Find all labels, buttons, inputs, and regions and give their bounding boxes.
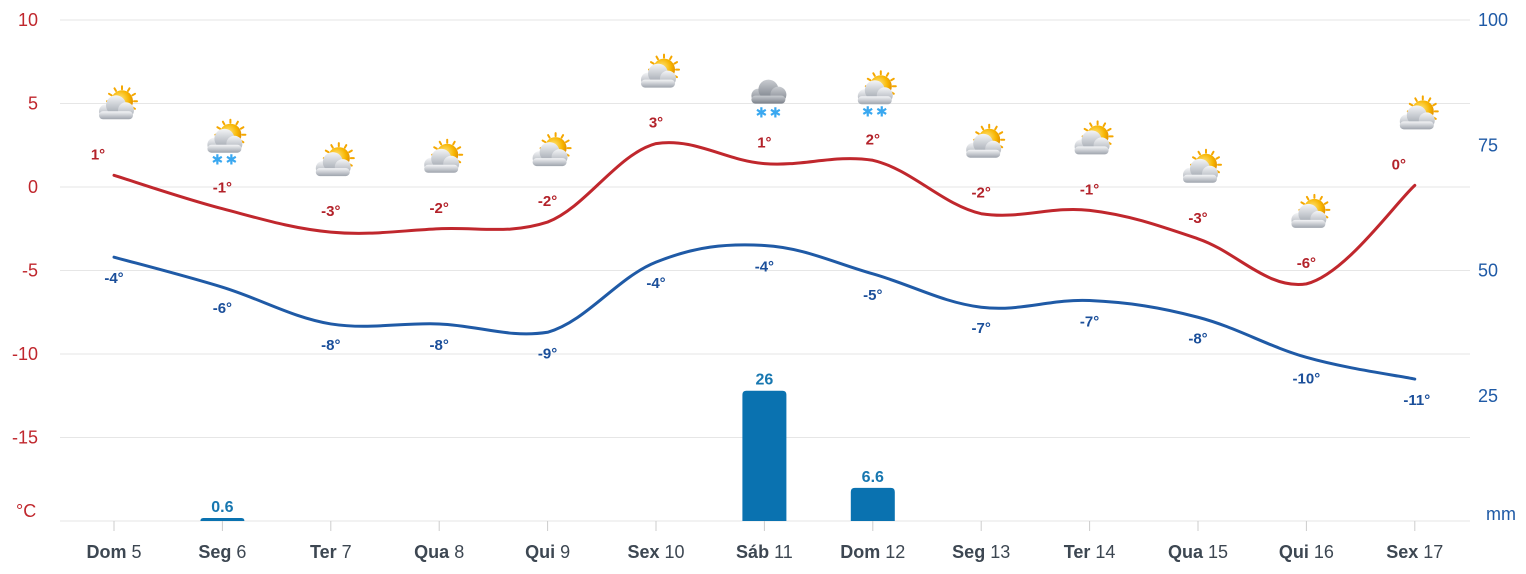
min-temperature-label: -4° xyxy=(755,258,774,275)
precipitation-bars: 0.6 26 6.6 xyxy=(200,372,895,521)
min-temperature-label: -9° xyxy=(538,345,557,362)
min-temperature-line xyxy=(112,243,1417,381)
sun-cloud-icon xyxy=(966,123,1006,158)
sun-cloud-icon xyxy=(99,85,138,120)
max-temperature-label: 2° xyxy=(866,131,880,148)
precipitation-bar xyxy=(850,487,895,521)
svg-text:✱: ✱ xyxy=(756,106,768,122)
max-temperature-label: 3° xyxy=(649,115,663,132)
max-temperature-label: -2° xyxy=(430,200,449,217)
x-axis-tick-label: Dom 12 xyxy=(840,542,905,562)
sun-cloud-icon xyxy=(424,138,464,173)
sun-cloud-icon xyxy=(532,132,572,167)
right-axis: mm 100 75 50 25 xyxy=(1478,10,1516,524)
svg-text:✱: ✱ xyxy=(770,106,782,122)
x-axis-tick-label: Seg 6 xyxy=(198,542,246,562)
temperature-lines xyxy=(112,141,1417,381)
right-axis-tick: 100 xyxy=(1478,10,1508,30)
max-temperature-label: -2° xyxy=(538,193,557,210)
data-labels: 1° -1° -3° -2° -2° 3° 1° 2° -2° -1° -3° -6° 0° -4° -6°… xyxy=(91,115,1430,409)
min-temperature-label: -8° xyxy=(430,337,449,354)
right-axis-tick: 50 xyxy=(1478,261,1498,281)
max-temperature-label: -3° xyxy=(321,203,340,220)
precipitation-label: 6.6 xyxy=(862,469,884,486)
weather-icons: ✱ ✱✱ ✱ ✱ ✱ xyxy=(99,53,1439,228)
x-axis-tick-label: Qua 8 xyxy=(414,542,464,562)
max-temperature-label: -3° xyxy=(1188,210,1207,227)
precipitation-label: 0.6 xyxy=(211,499,233,516)
min-temperature-label: -8° xyxy=(321,337,340,354)
min-temperature-label: -7° xyxy=(972,320,991,337)
sun-cloud-snow-icon: ✱ ✱ xyxy=(857,70,897,120)
precipitation-bar xyxy=(742,390,787,521)
left-axis-tick: 5 xyxy=(28,94,38,114)
min-temperature-label: -4° xyxy=(646,275,665,292)
sun-cloud-icon xyxy=(1399,95,1439,130)
min-temperature-label: -6° xyxy=(213,300,232,317)
sun-cloud-icon xyxy=(315,142,355,177)
max-temperature-label: 1° xyxy=(91,146,105,163)
precipitation-label: 26 xyxy=(756,372,774,389)
cloud-snow-icon: ✱ ✱ xyxy=(751,79,787,122)
left-axis-tick: -15 xyxy=(12,428,38,448)
x-axis-tick-label: Sex 10 xyxy=(627,542,684,562)
svg-text:✱: ✱ xyxy=(876,104,888,120)
max-temperature-label: -2° xyxy=(972,185,991,202)
sun-cloud-icon xyxy=(641,53,680,88)
x-axis-tick-label: Ter 7 xyxy=(310,542,352,562)
svg-text:✱: ✱ xyxy=(212,153,224,169)
x-axis: Dom 5 Seg 6 Ter 7 Qua 8 Qui 9 Sex 10 Sáb 11 Dom… xyxy=(86,521,1443,562)
min-temperature-label: -11° xyxy=(1403,392,1430,409)
svg-text:✱: ✱ xyxy=(862,104,874,120)
left-axis-tick: -10 xyxy=(12,344,38,364)
right-axis-tick: 75 xyxy=(1478,135,1498,155)
right-axis-unit: mm xyxy=(1486,504,1516,524)
sun-cloud-icon xyxy=(1183,148,1222,183)
left-axis-unit: °C xyxy=(16,501,36,521)
min-temperature-label: -10° xyxy=(1293,370,1321,387)
left-axis-tick: -5 xyxy=(22,261,38,281)
x-axis-tick-label: Qua 15 xyxy=(1168,542,1228,562)
max-temperature-label: -6° xyxy=(1297,255,1316,272)
sun-cloud-snow-icon: ✱ ✱ xyxy=(207,118,247,169)
x-axis-tick-label: Ter 14 xyxy=(1064,542,1116,562)
max-temperature-label: 0° xyxy=(1392,156,1406,173)
max-temperature-label: -1° xyxy=(213,180,232,197)
x-axis-tick-label: Qui 9 xyxy=(525,542,570,562)
left-axis-tick: 10 xyxy=(18,10,38,30)
min-temperature-label: -7° xyxy=(1080,314,1099,331)
x-axis-tick-label: Sáb 11 xyxy=(736,542,793,562)
min-temperature-label: -8° xyxy=(1188,330,1207,347)
right-axis-tick: 25 xyxy=(1478,386,1498,406)
min-temperature-label: -5° xyxy=(863,287,882,304)
sun-cloud-icon xyxy=(1074,120,1114,155)
left-axis-tick: 0 xyxy=(28,177,38,197)
max-temperature-label: 1° xyxy=(757,135,771,152)
sun-cloud-icon xyxy=(1291,193,1331,228)
left-axis: °C 10 5 0 -5 -10 -15 xyxy=(12,10,38,521)
precipitation-bar xyxy=(200,517,245,521)
x-axis-tick-label: Dom 5 xyxy=(86,542,141,562)
x-axis-tick-label: Seg 13 xyxy=(952,542,1010,562)
x-axis-tick-label: Qui 16 xyxy=(1279,542,1334,562)
x-axis-tick-label: Sex 17 xyxy=(1386,542,1443,562)
max-temperature-line xyxy=(112,141,1417,286)
svg-text:✱: ✱ xyxy=(226,153,238,169)
min-temperature-label: -4° xyxy=(104,270,123,287)
max-temperature-label: -1° xyxy=(1080,181,1099,198)
